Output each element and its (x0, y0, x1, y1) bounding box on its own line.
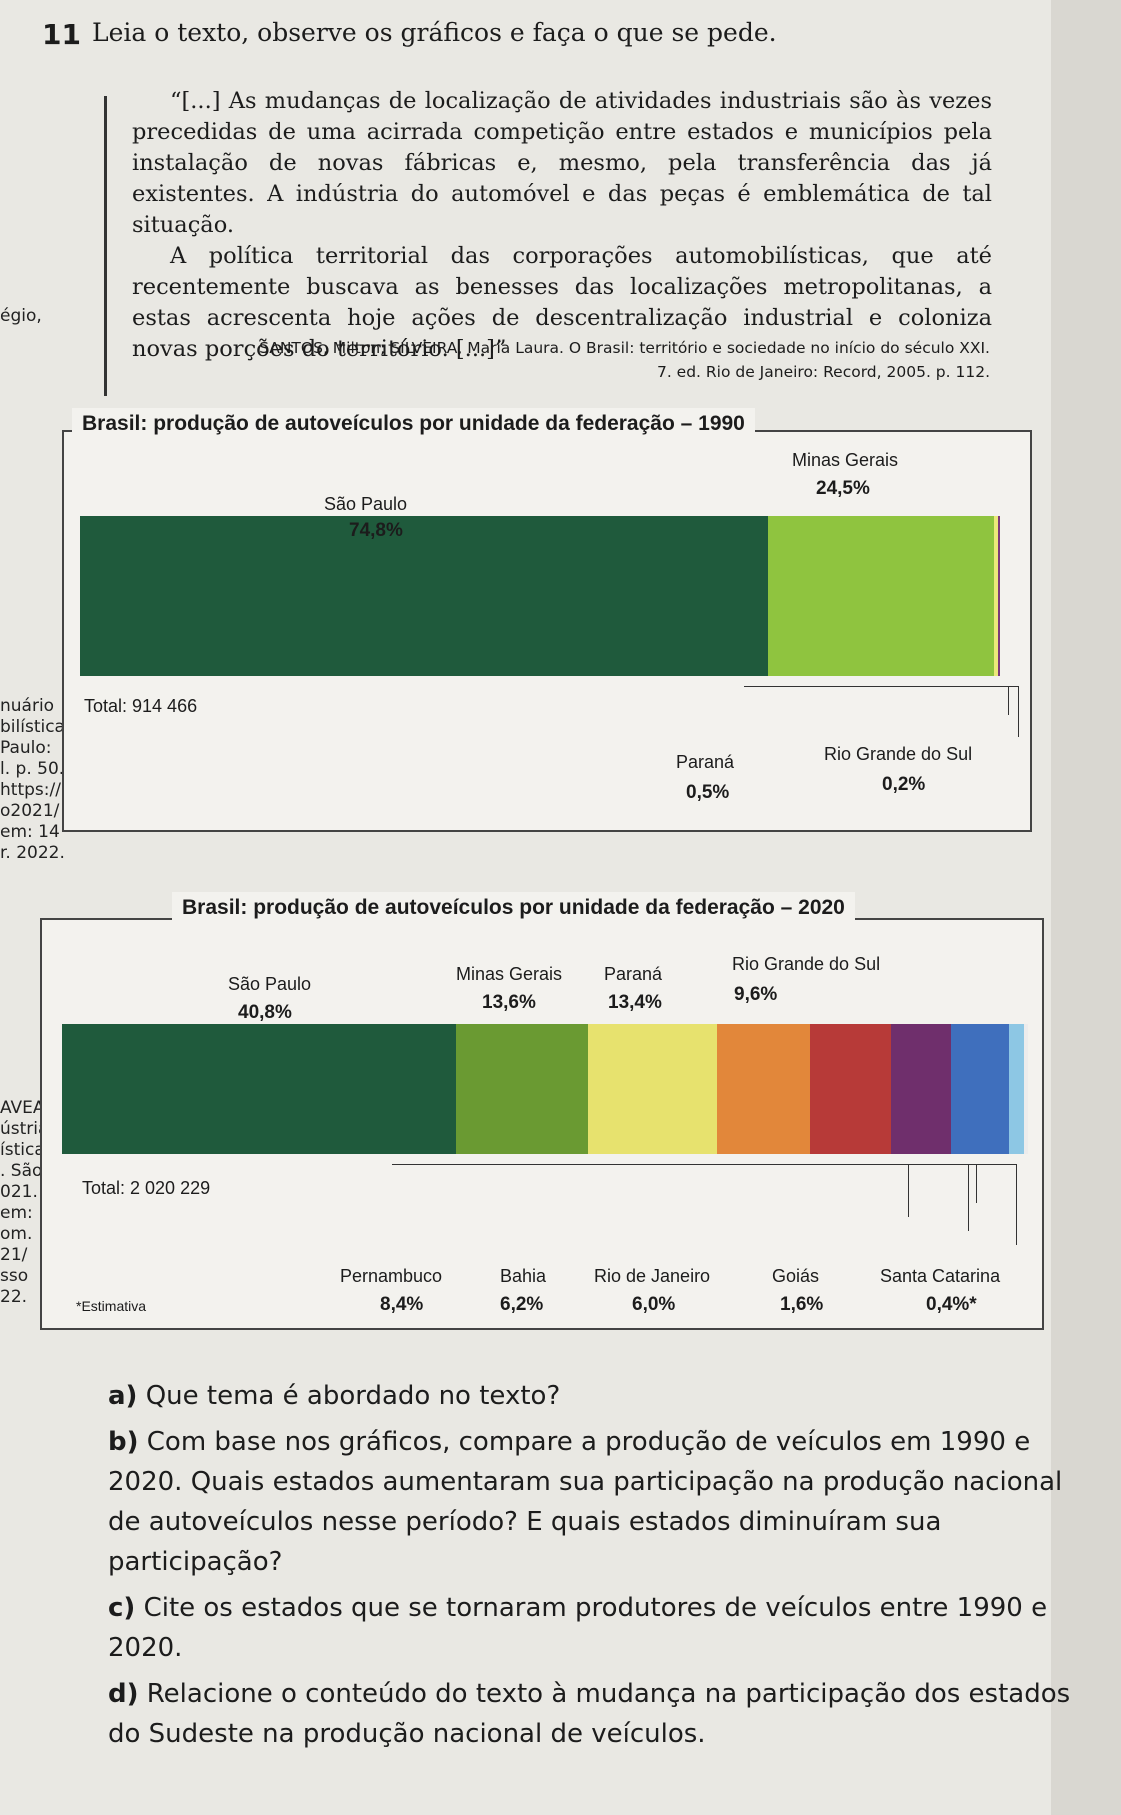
chart-2020-total: Total: 2 020 229 (82, 1178, 211, 1198)
bar-segment-pernambuco (809, 1024, 891, 1154)
chart-1990-label-minas-gerais: Minas Gerais (792, 450, 899, 470)
bar-segment-goias (1008, 1024, 1025, 1154)
bar-segment-rio-grande-do-sul (998, 516, 1000, 676)
chart-2020-value-santa-catarina: 0,4%* (926, 1294, 977, 1315)
chart-2020-bar (62, 1024, 1028, 1154)
chart-2020-value-minas-gerais: 13,6% (482, 992, 536, 1013)
chart-1990-value-parana: 0,5% (686, 782, 730, 803)
quote-block: “[...] As mudanças de localização de ati… (132, 86, 992, 365)
source-line-2: 7. ed. Rio de Janeiro: Record, 2005. p. … (656, 363, 990, 381)
bar-segment-minas-gerais (768, 516, 994, 676)
chart-2020-label-bahia: Bahia (500, 1266, 547, 1286)
task-c: c) Cite os estados que se tornaram produ… (108, 1593, 1048, 1663)
chart-2020-value-rio-de-janeiro: 6,0% (632, 1294, 676, 1315)
task-b: b) Com base nos gráficos, compare a prod… (108, 1427, 1063, 1577)
task-list: a) Que tema é abordado no texto? b) Com … (108, 1376, 1098, 1760)
chart-1990-label-sao-paulo: São Paulo (324, 494, 408, 514)
chart-1990-label-rio-grande-do-sul: Rio Grande do Sul (824, 744, 973, 764)
chart-2020: Brasil: produção de autoveículos por uni… (40, 892, 1044, 1330)
chart-2020-label-minas-gerais: Minas Gerais (456, 964, 563, 984)
chart-2020-value-parana: 13,4% (608, 992, 662, 1013)
task-a: a) Que tema é abordado no texto? (108, 1381, 561, 1411)
bar-segment-sao-paulo (62, 1024, 457, 1154)
chart-2020-value-sao-paulo: 40,8% (238, 1002, 292, 1023)
margin-fragments-1990: nuário bilística Paulo: l. p. 50. https:… (0, 696, 65, 863)
bar-segment-santa-catarina (1024, 1024, 1028, 1154)
chart-2020-value-rio-grande-do-sul: 9,6% (734, 984, 778, 1005)
chart-2020-label-pernambuco: Pernambuco (340, 1266, 443, 1286)
leader-line-goias (802, 1164, 969, 1231)
quote-source: SANTOS, Milton; SILVEIRA, María Laura. O… (230, 336, 990, 384)
source-line-1: SANTOS, Milton; SILVEIRA, María Laura. O… (259, 339, 990, 357)
question-text: Leia o texto, observe os gráficos e faça… (92, 18, 777, 47)
chart-2020-note: *Estimativa (76, 1298, 147, 1314)
chart-2020-label-santa-catarina: Santa Catarina (880, 1266, 1001, 1286)
chart-2020-value-goias: 1,6% (780, 1294, 824, 1315)
chart-1990-value-rio-grande-do-sul: 0,2% (882, 774, 926, 795)
bar-segment-rio-de-janeiro (950, 1024, 1009, 1154)
chart-1990-total: Total: 914 466 (84, 696, 198, 716)
chart-1990-value-minas-gerais: 24,5% (816, 478, 870, 499)
chart-1990-bar (80, 516, 1000, 676)
bar-segment-bahia (890, 1024, 951, 1154)
chart-2020-label-parana: Paraná (604, 964, 663, 984)
page-edge (1051, 0, 1121, 1815)
question-number: 11 (42, 18, 81, 51)
bar-segment-rio-grande-do-sul (716, 1024, 810, 1154)
bar-segment-parana (993, 516, 999, 676)
chart-2020-value-pernambuco: 8,4% (380, 1294, 424, 1315)
quote-paragraph-2: A política territorial das corporações a… (132, 243, 992, 362)
chart-2020-label-sao-paulo: São Paulo (228, 974, 312, 994)
bar-segment-sao-paulo (80, 516, 769, 676)
task-d: d) Relacione o conteúdo do texto à mudan… (108, 1679, 1071, 1749)
leader-line-rio-de-janeiro (660, 1164, 909, 1217)
chart-2020-label-rio-grande-do-sul: Rio Grande do Sul (732, 954, 881, 974)
chart-2020-label-rio-de-janeiro: Rio de Janeiro (594, 1266, 711, 1286)
margin-fragments-2020: AVEA. ústria ística . São 021. em: om. 2… (0, 1098, 50, 1307)
chart-2020-value-bahia: 6,2% (500, 1294, 544, 1315)
chart-1990: Brasil: produção de autoveículos por uni… (62, 408, 1032, 832)
margin-fragment: égio, (0, 306, 42, 326)
bar-segment-parana (587, 1024, 717, 1154)
chart-2020-title: Brasil: produção de autoveículos por uni… (172, 892, 855, 924)
quote-bar (104, 96, 107, 396)
chart-1990-title: Brasil: produção de autoveículos por uni… (72, 408, 755, 440)
bar-segment-minas-gerais (456, 1024, 588, 1154)
chart-1990-value-sao-paulo: 74,8% (349, 520, 403, 541)
quote-paragraph-1: “[...] As mudanças de localização de ati… (132, 88, 992, 238)
leader-line-santa-catarina (950, 1164, 1017, 1245)
leader-line-rio-grande-do-sul (864, 686, 1019, 737)
chart-1990-label-parana: Paraná (676, 752, 735, 772)
chart-2020-label-goias: Goiás (772, 1266, 820, 1286)
